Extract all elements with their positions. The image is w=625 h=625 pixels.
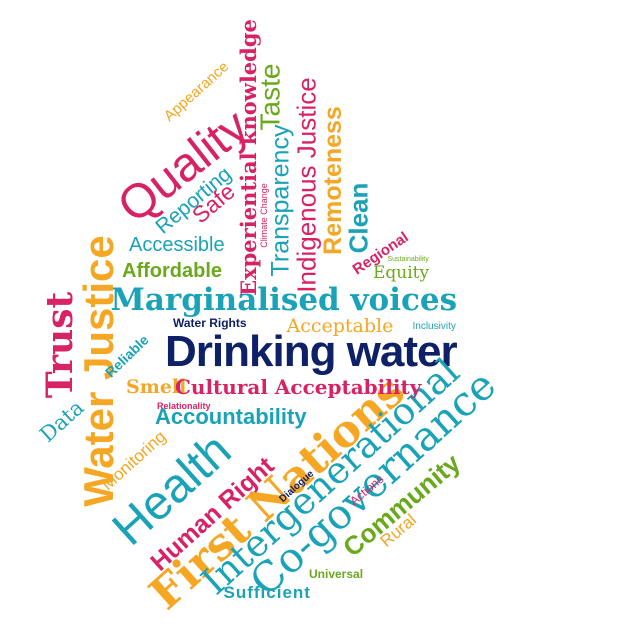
word-relationality: Relationality [157, 400, 211, 411]
word-inclusivity: Inclusivity [412, 321, 456, 332]
word-transparency: Transparency [266, 124, 295, 276]
word-indigenous-justice: Indigenous Justice [291, 77, 322, 293]
word-sustainability: Sustainability [387, 255, 429, 263]
word-smell: Smell [126, 375, 187, 398]
word-remoteness: Remoteness [318, 105, 347, 255]
word-clean: Clean [342, 182, 373, 254]
word-drinking-water: Drinking water [165, 327, 458, 376]
word-universal: Universal [309, 567, 364, 581]
word-sufficient: Sufficient [223, 582, 311, 602]
word-trust: Trust [39, 291, 82, 399]
word-affordable: Affordable [122, 260, 222, 282]
word-accessible: Accessible [129, 234, 225, 256]
word-water-rights: Water Rights [173, 316, 247, 330]
word-equity: Equity [373, 262, 430, 283]
word-acceptable: Acceptable [286, 314, 394, 337]
word-cultural-acceptability: Cultural Acceptability [175, 375, 422, 399]
word-marginalised-voices: Marginalised voices [110, 281, 458, 318]
word-accountability: Accountability [155, 404, 307, 429]
word-taste: Taste [253, 63, 285, 131]
word-experiential-knowledge: Experiential knowledge [235, 18, 261, 296]
